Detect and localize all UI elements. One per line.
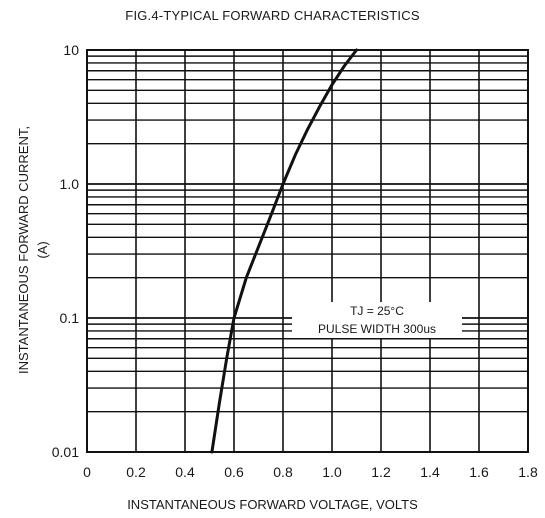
chart-title: FIG.4-TYPICAL FORWARD CHARACTERISTICS [125,8,420,23]
x-tick-label: 1.4 [420,464,440,480]
x-tick-label: 1.6 [469,464,489,480]
y-tick-label: 1.0 [60,176,80,192]
series-line [210,48,358,454]
annotation-box: TJ = 25°C PULSE WIDTH 300us [292,302,462,338]
plot-frame [86,49,529,453]
annotation-pulse-width: PULSE WIDTH 300us [317,322,437,336]
y-tick-label: 10 [63,42,79,58]
x-tick-label: 1.8 [518,464,538,480]
x-tick-label: 0.4 [175,464,195,480]
y-tick-label: 0.1 [60,310,80,326]
x-tick-label: 0.8 [273,464,293,480]
x-tick-label: 0 [83,464,91,480]
annotation-temperature: TJ = 25°C [350,304,404,318]
x-tick-label: 0.6 [224,464,244,480]
x-tick-label: 0.2 [126,464,146,480]
x-axis-label: INSTANTANEOUS FORWARD VOLTAGE, VOLTS [127,497,418,512]
x-tick-label: 1.0 [322,464,342,480]
x-tick-label: 1.2 [371,464,391,480]
y-axis-label: INSTANTANEOUS FORWARD CURRENT, (A) [14,126,52,374]
y-axis-label-line1: INSTANTANEOUS FORWARD CURRENT, [16,126,31,374]
y-tick-label: 0.01 [52,444,79,460]
y-axis-label-line2: (A) [35,241,50,259]
